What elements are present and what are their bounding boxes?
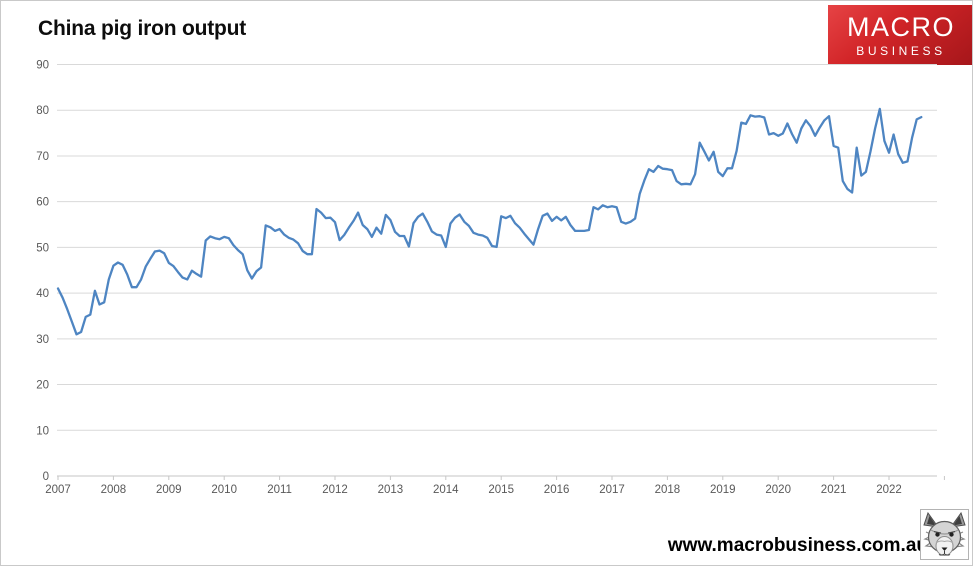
x-axis-tick-label: 2022 (876, 484, 902, 496)
logo-text-macro: MACRO (847, 11, 955, 42)
y-axis-tick-label: 60 (36, 197, 49, 209)
x-axis-tick-label: 2015 (488, 484, 514, 496)
fox-icon (920, 509, 969, 560)
y-axis-tick-label: 80 (36, 105, 49, 117)
logo-text-business: BUSINESS (856, 43, 946, 58)
x-axis-tick-label: 2013 (378, 484, 404, 496)
x-axis-tick-label: 2019 (710, 484, 736, 496)
x-axis-tick-label: 2011 (267, 484, 292, 496)
x-axis-tick-label: 2012 (322, 484, 348, 496)
x-axis-tick-label: 2009 (156, 484, 182, 496)
y-axis-tick-label: 90 (36, 60, 49, 72)
x-axis-tick-label: 2014 (433, 484, 459, 496)
x-axis-tick-label: 2016 (544, 484, 570, 496)
x-axis-tick-label: 2010 (211, 484, 237, 496)
y-axis-tick-label: 40 (36, 288, 49, 300)
x-axis-tick-label: 2018 (655, 484, 681, 496)
y-axis-tick-label: 20 (36, 380, 49, 392)
x-axis-tick-label: 2020 (765, 484, 791, 496)
watermark-url: www.macrobusiness.com.au (667, 535, 928, 556)
y-axis-tick-label: 70 (36, 151, 49, 163)
y-axis-tick-label: 0 (43, 471, 49, 483)
y-axis-tick-label: 30 (36, 334, 49, 346)
x-axis-tick-label: 2017 (599, 484, 625, 496)
pig-iron-series-line (56, 107, 923, 336)
x-axis-tick-label: 2021 (821, 484, 847, 496)
y-axis-tick-label: 50 (36, 242, 49, 254)
fox-illustration (923, 511, 966, 556)
x-axis-tick-label: 2008 (101, 484, 127, 496)
x-axis-tick-label: 2007 (45, 484, 71, 496)
macrobusiness-logo: MACRO BUSINESS (828, 5, 972, 65)
y-axis-tick-label: 10 (36, 425, 49, 437)
page-title: China pig iron output (38, 17, 247, 40)
